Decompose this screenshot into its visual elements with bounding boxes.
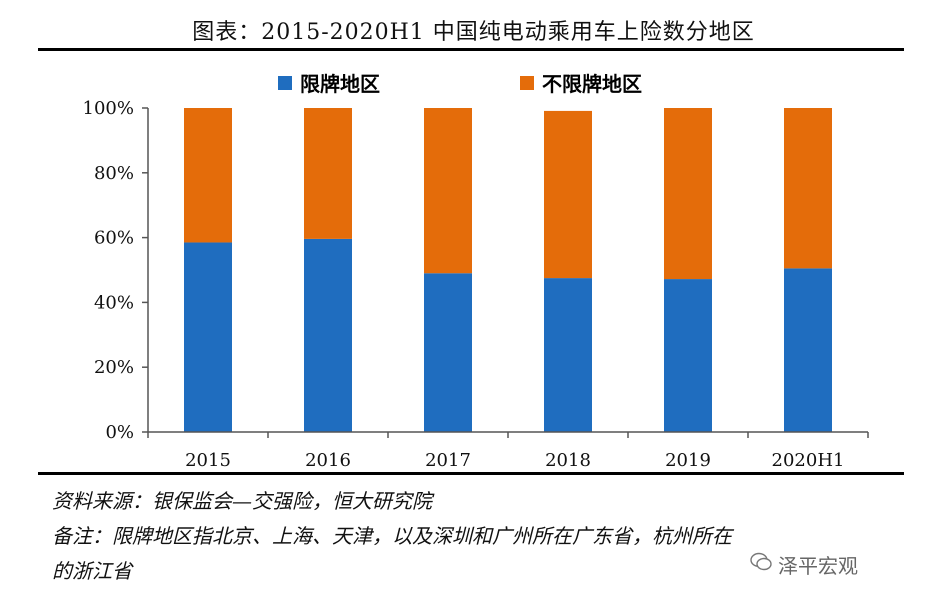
bar-unrestricted	[664, 108, 712, 280]
x-tick-label: 2017	[425, 450, 471, 470]
x-tick-label: 2015	[185, 450, 231, 470]
bar-unrestricted	[784, 108, 832, 269]
x-tick-label: 2018	[545, 450, 591, 470]
bar-restricted	[784, 268, 832, 432]
bar-restricted	[304, 238, 352, 432]
top-rule	[38, 48, 904, 51]
x-tick-label: 2019	[665, 450, 711, 470]
bar-restricted	[184, 242, 232, 432]
bar-restricted	[664, 279, 712, 432]
y-tick-label: 20%	[94, 357, 134, 378]
bar-unrestricted	[544, 110, 592, 279]
y-tick-label: 80%	[94, 163, 134, 184]
bar-unrestricted	[424, 108, 472, 274]
legend-swatch-unrestricted	[520, 76, 534, 90]
bar-unrestricted	[304, 108, 352, 239]
y-tick-label: 60%	[94, 228, 134, 249]
wechat-icon	[750, 552, 772, 571]
legend-label-restricted: 限牌地区	[300, 72, 380, 96]
legend-swatch-restricted	[278, 76, 292, 90]
y-tick-label: 100%	[83, 98, 134, 119]
x-tick-label: 2020H1	[772, 450, 845, 470]
legend-label-unrestricted: 不限牌地区	[542, 72, 642, 96]
bar-unrestricted	[184, 108, 232, 243]
note-text-line2: 的浙江省	[52, 559, 132, 583]
chart-title: 图表：2015-2020H1 中国纯电动乘用车上险数分地区	[192, 20, 755, 45]
watermark-text: 泽平宏观	[778, 554, 858, 578]
bottom-rule	[38, 472, 904, 475]
y-tick-label: 0%	[105, 422, 134, 443]
y-axis: 0% 20% 40% 60% 80% 100%	[83, 98, 149, 443]
y-tick-label: 40%	[94, 292, 134, 313]
stacked-bar-chart: 限牌地区 不限牌地区 0%20%40%60%80%100% 2015 2016 20…	[83, 72, 869, 470]
note-text-line1: 备注：限牌地区指北京、上海、天津，以及深圳和广州所在广东省，杭州所在	[52, 524, 732, 548]
x-axis: 2015 2016 2017 2018 2019 2020H1	[147, 431, 869, 470]
bar-restricted	[544, 278, 592, 432]
x-tick-label: 2016	[305, 450, 351, 470]
source-text: 资料来源：银保监会—交强险，恒大研究院	[52, 489, 432, 513]
bar-restricted	[424, 273, 472, 432]
bars	[184, 108, 832, 432]
legend: 限牌地区 不限牌地区	[278, 72, 642, 96]
